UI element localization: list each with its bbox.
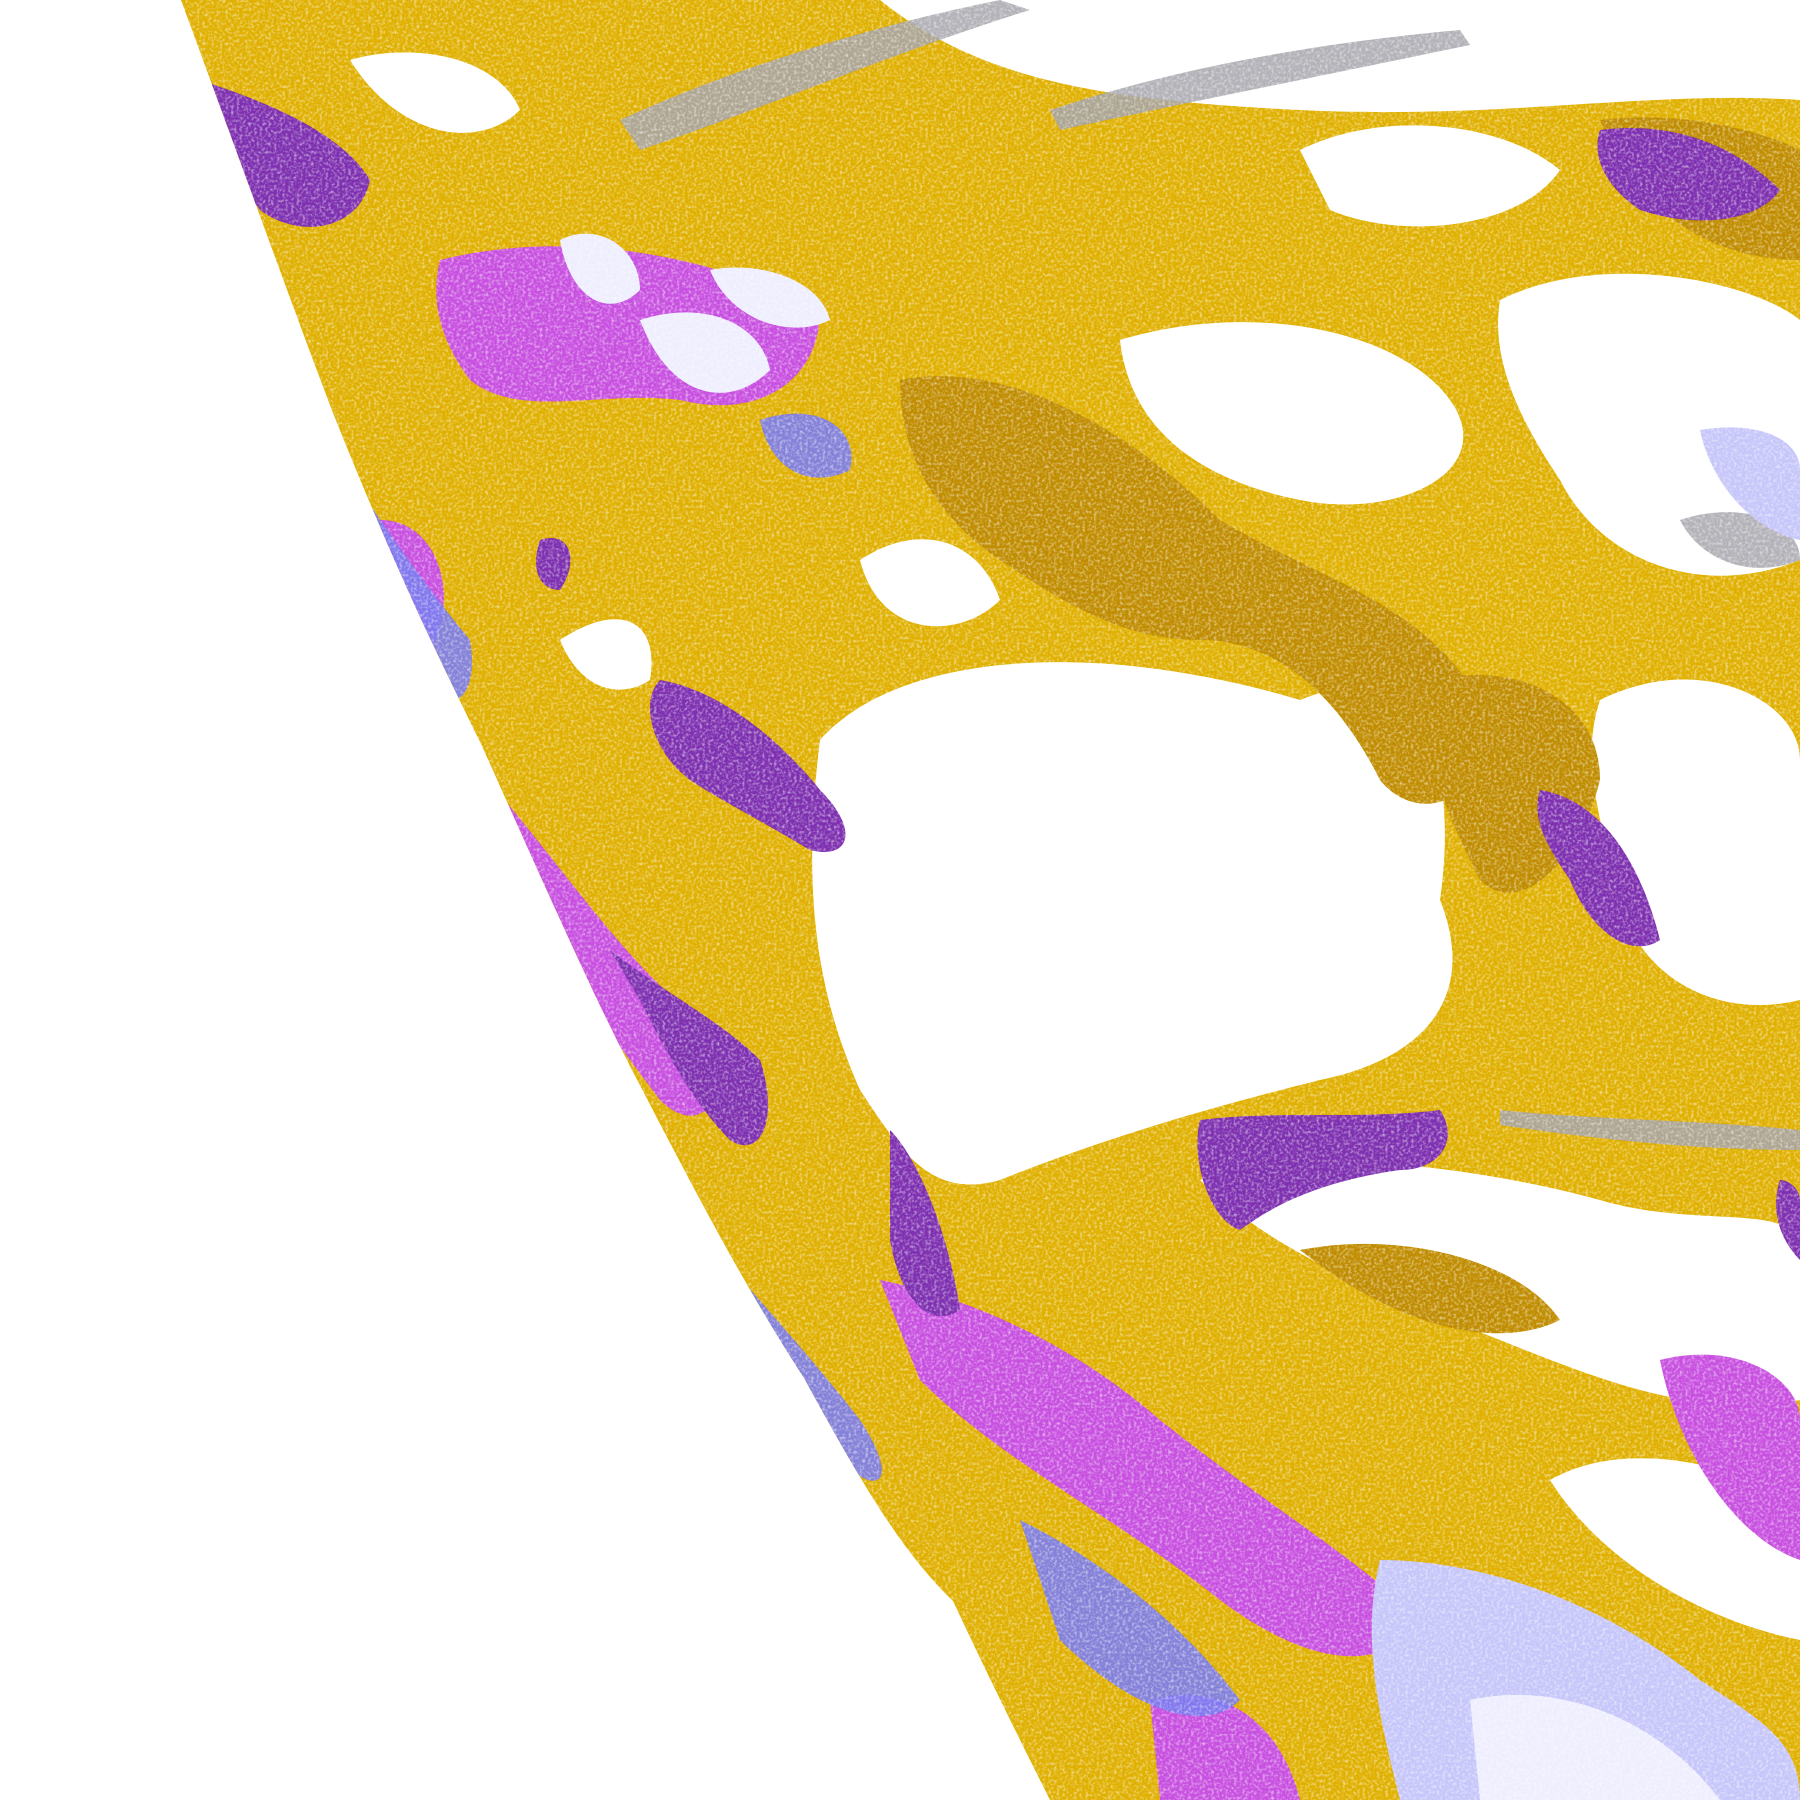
earth-disk [181, 0, 1800, 1800]
satellite-cloud-classification-map [181, 0, 1800, 1800]
